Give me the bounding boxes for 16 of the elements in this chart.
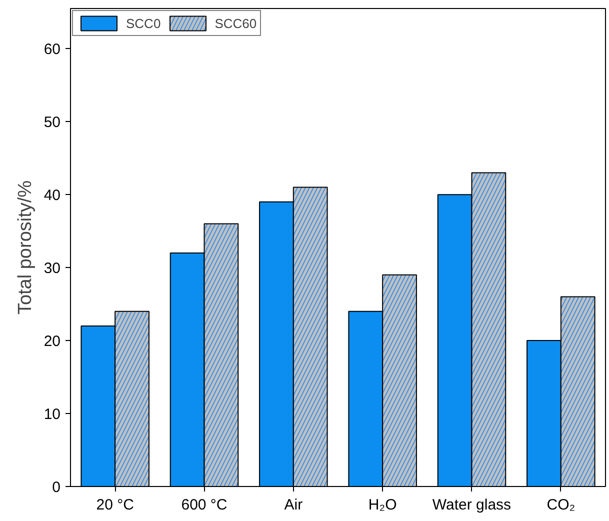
x-tick-label: H₂O bbox=[368, 496, 397, 514]
y-tick-label: 50 bbox=[44, 114, 61, 132]
legend-label: SCC60 bbox=[214, 16, 257, 30]
x-tick-label: 20 °C bbox=[96, 496, 134, 514]
y-axis-title: Total porosity/% bbox=[14, 180, 36, 315]
y-tick-label: 40 bbox=[44, 187, 61, 204]
y-tick-label: 30 bbox=[44, 260, 61, 278]
y-tick-label: 0 bbox=[52, 479, 60, 496]
legend-label: SCC0 bbox=[126, 16, 161, 30]
x-tick-label: CO₂ bbox=[546, 496, 576, 514]
y-tick-label: 60 bbox=[44, 41, 61, 58]
x-tick-label: Air bbox=[284, 496, 303, 514]
x-tick-label: 600 °C bbox=[181, 496, 228, 514]
x-tick-label: Water glass bbox=[432, 496, 512, 514]
y-tick-label: 20 bbox=[44, 333, 61, 350]
y-tick-label: 10 bbox=[44, 406, 61, 424]
